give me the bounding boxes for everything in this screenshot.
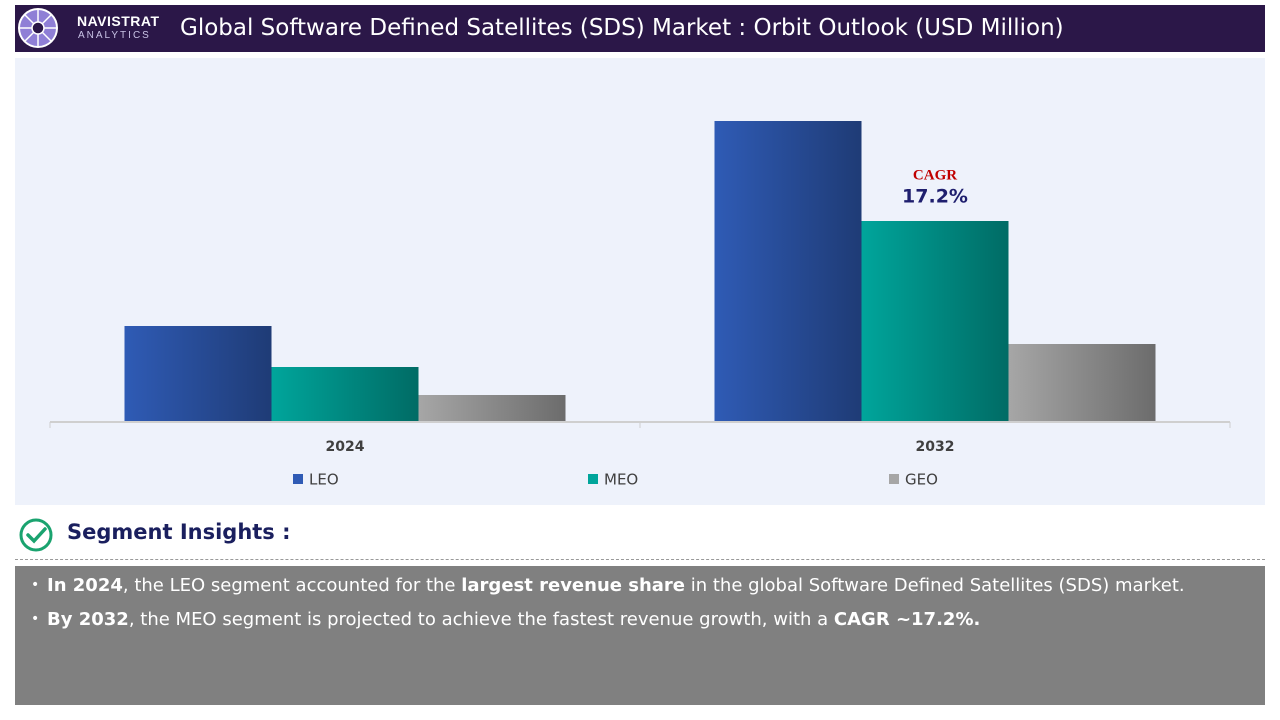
divider (15, 559, 1265, 560)
header-bar: NAVISTRAT ANALYTICS Global Software Defi… (15, 5, 1265, 52)
legend-label: MEO (604, 471, 638, 489)
bar (861, 221, 1009, 421)
bar (271, 367, 419, 421)
bar (714, 121, 862, 421)
legend-label: GEO (905, 471, 938, 489)
insight-text: , the LEO segment accounted for the (122, 575, 462, 596)
bar (418, 395, 566, 421)
legend-swatch (889, 474, 899, 484)
cagr-label: CAGR (913, 167, 957, 183)
x-tick-label: 2024 (326, 439, 365, 455)
legend-swatch (293, 474, 303, 484)
insights-title: Segment Insights : (67, 520, 291, 544)
insight-text: in the global Software Defined Satellite… (685, 575, 1185, 596)
check-icon (19, 518, 53, 552)
x-tick-label: 2032 (916, 439, 955, 455)
logo-sub: ANALYTICS (78, 30, 151, 41)
chart-area (15, 58, 1265, 505)
logo-name: NAVISTRAT (77, 13, 160, 29)
insight-text: By 2032 (47, 609, 129, 630)
insight-bullet: In 2024, the LEO segment accounted for t… (31, 575, 1185, 596)
bar (1008, 344, 1156, 421)
insight-text: In 2024 (47, 575, 123, 596)
insight-text: largest revenue share (461, 575, 685, 596)
insight-bullet: By 2032, the MEO segment is projected to… (31, 609, 981, 630)
insight-text: , the MEO segment is projected to achiev… (128, 609, 834, 630)
insight-text: CAGR ~17.2%. (833, 609, 981, 630)
page-title: Global Software Defined Satellites (SDS)… (180, 15, 1064, 41)
legend-label: LEO (309, 471, 339, 489)
bar (124, 326, 272, 421)
logo-icon (18, 8, 58, 48)
legend-swatch (588, 474, 598, 484)
chart: CAGR 17.2% 2024 2032 LEO MEO GEO (49, 121, 1231, 489)
cagr-value: 17.2% (902, 186, 968, 208)
